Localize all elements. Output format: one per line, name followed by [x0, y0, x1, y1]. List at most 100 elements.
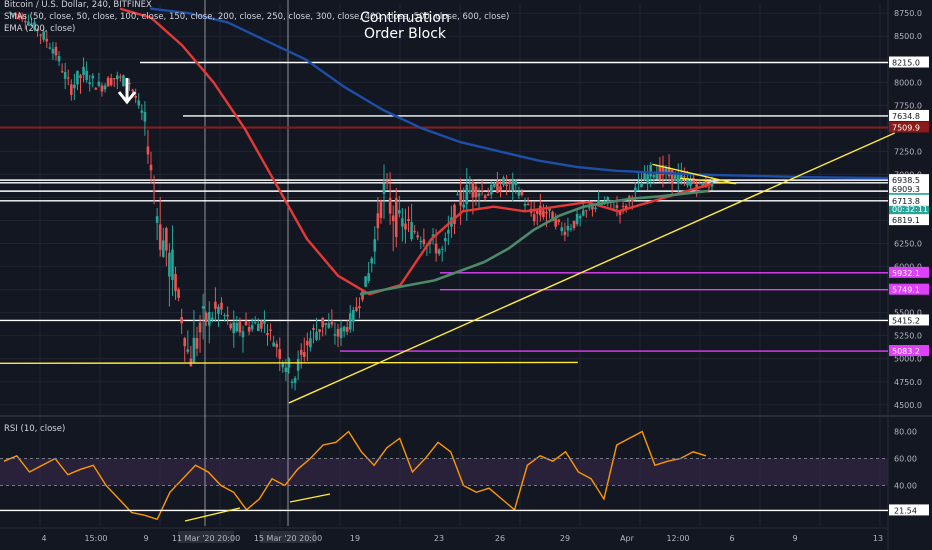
candle-body	[250, 325, 254, 330]
price-level-tag-label: 00:32:11	[892, 205, 928, 214]
candle-body	[704, 180, 708, 187]
candle-body	[79, 75, 82, 79]
candle-body	[33, 22, 36, 30]
rsi-tick-label: 60.00	[894, 455, 917, 464]
price-tick-label: 7250.0	[894, 147, 922, 156]
sma-green-line	[359, 189, 709, 296]
candle-body	[358, 306, 361, 309]
candle-body	[137, 100, 141, 106]
candle-body	[14, 13, 18, 16]
price-level-tag-label: 5749.1	[892, 286, 920, 295]
candle-body	[253, 322, 257, 324]
rsi-tick-label: 80.00	[894, 428, 917, 437]
candle-body	[539, 205, 542, 216]
candle-body	[266, 332, 269, 336]
price-level-tag	[889, 266, 929, 278]
candle-body	[367, 273, 370, 282]
candle-body	[76, 70, 79, 85]
candle-body	[486, 194, 490, 196]
candle-body	[646, 174, 649, 183]
candle-body	[526, 204, 530, 206]
candle-body	[477, 193, 481, 197]
price-tick-label: 5250.0	[894, 332, 922, 341]
candle-body	[238, 321, 242, 333]
price-level-tag	[889, 283, 929, 295]
candle-body	[211, 317, 214, 320]
candle-body	[177, 289, 180, 298]
price-tick-label: 8000.0	[894, 78, 922, 87]
price-level-tag	[889, 109, 929, 121]
candle-body	[88, 82, 92, 85]
candle-body	[278, 349, 282, 359]
candle-body	[128, 83, 131, 85]
candle-body	[36, 29, 39, 32]
candle-body	[618, 210, 622, 215]
candle-body	[100, 85, 104, 92]
candle-body	[45, 38, 49, 42]
time-tick-label: 29	[560, 534, 570, 543]
candle-body	[186, 349, 190, 352]
candle-body	[462, 204, 465, 208]
candle-body	[695, 184, 698, 190]
candle-body	[637, 181, 640, 183]
rsi-tick-label: 21.54	[894, 506, 917, 515]
candle-body	[394, 198, 398, 237]
trendline-1	[0, 361, 578, 365]
rsi-trendline-1	[184, 507, 241, 522]
price-level-tag	[889, 345, 929, 357]
candle-body	[456, 194, 459, 196]
candle-body	[615, 205, 619, 209]
candle-body	[339, 327, 343, 339]
sma-label: SMAs (50, close, 50, close, 100, close, …	[4, 12, 510, 22]
candle-body	[535, 210, 539, 214]
candle-body	[131, 89, 134, 91]
candle-body	[244, 321, 248, 326]
price-level-tag	[889, 174, 929, 186]
candle-body	[281, 362, 285, 368]
down-arrow-icon	[117, 78, 137, 105]
candle-body	[634, 187, 637, 192]
price-level-tag-label: 6819.1	[892, 216, 920, 225]
candle-body	[419, 240, 423, 242]
rsi-trendline-2	[289, 493, 331, 503]
candle-body	[563, 231, 567, 236]
price-level-tag-label: 7509.9	[892, 123, 920, 132]
candle-body	[474, 186, 478, 198]
candle-body	[502, 177, 505, 185]
candle-body	[453, 204, 456, 225]
time-tick-label: 9	[792, 534, 797, 543]
candle-body	[97, 81, 101, 86]
candle-body	[220, 302, 223, 310]
price-tick-label: 7750.0	[894, 101, 922, 110]
candle-body	[422, 239, 426, 245]
candle-body	[683, 176, 686, 178]
candle-body	[652, 174, 656, 178]
time-tick-label: 23	[434, 534, 444, 543]
candle-body	[195, 338, 199, 349]
candle-body	[514, 181, 518, 185]
candle-body	[198, 322, 202, 333]
candle-body	[109, 78, 113, 86]
candle-body	[204, 313, 208, 323]
candle-body	[315, 331, 318, 340]
candle-body	[149, 164, 153, 171]
candle-body	[523, 203, 527, 206]
candle-body	[407, 219, 410, 222]
candle-body	[640, 182, 643, 188]
candle-body	[649, 164, 652, 177]
candle-body	[174, 274, 177, 292]
candle-body	[447, 230, 450, 234]
candle-body	[85, 70, 88, 80]
candle-body	[60, 71, 64, 73]
candle-body	[48, 47, 52, 49]
candle-body	[223, 315, 226, 317]
candle-body	[119, 76, 122, 78]
candle-body	[692, 178, 695, 184]
candle-body	[247, 326, 251, 332]
candle-body	[388, 198, 392, 214]
candle-body	[201, 306, 205, 309]
price-tick-label: 4750.0	[894, 378, 922, 387]
candle-body	[566, 225, 570, 231]
time-tick-label: 13	[873, 534, 883, 543]
